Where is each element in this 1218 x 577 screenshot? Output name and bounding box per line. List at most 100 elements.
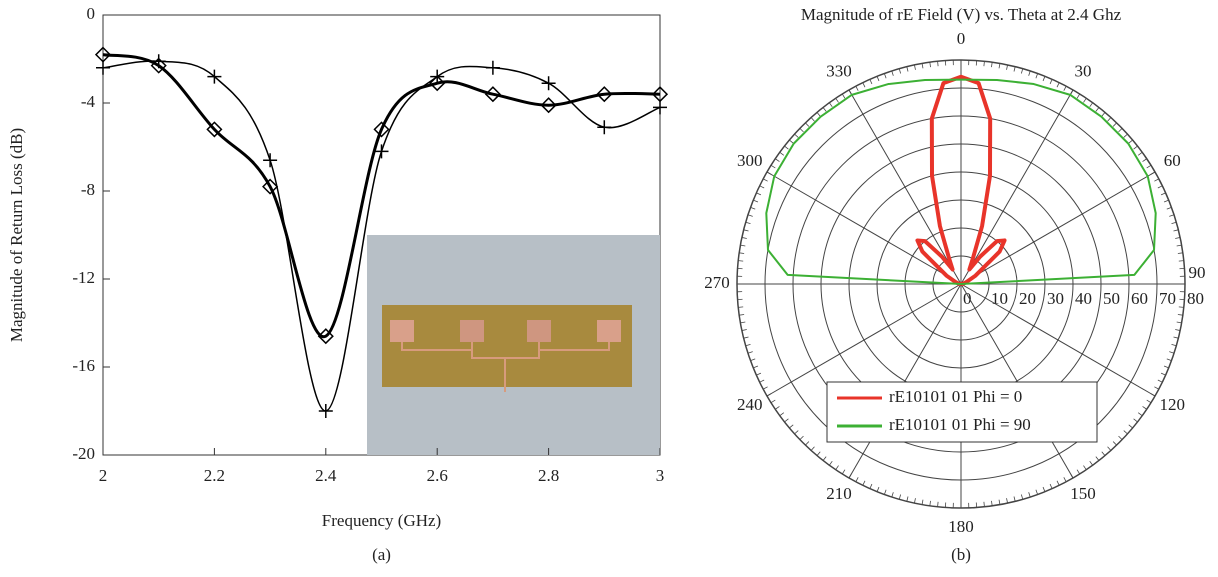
r-tick-label: 0 (963, 289, 972, 308)
theta-tick-label: 330 (826, 62, 852, 81)
theta-tick-label: 0 (957, 29, 966, 48)
marker (653, 100, 667, 114)
inset-photo (367, 235, 660, 455)
minor-tick (753, 366, 758, 368)
minor-tick (1151, 394, 1155, 397)
minor-tick (1090, 103, 1093, 107)
minor-tick (863, 83, 865, 87)
theta-tick-label: 120 (1160, 395, 1186, 414)
r-tick-label: 50 (1103, 289, 1120, 308)
minor-tick (1158, 380, 1162, 382)
minor-tick (767, 172, 771, 175)
minor-tick (1147, 165, 1151, 168)
minor-tick (877, 76, 879, 81)
minor-tick (1014, 67, 1015, 72)
minor-tick (751, 207, 756, 209)
minor-tick (742, 237, 747, 238)
minor-tick (1043, 487, 1045, 492)
theta-tick-label: 210 (826, 484, 852, 503)
minor-tick (811, 447, 814, 451)
minor-tick (1050, 484, 1052, 489)
minor-tick (795, 431, 799, 434)
minor-tick (1124, 134, 1128, 137)
minor-tick (817, 452, 820, 456)
minor-tick (892, 71, 894, 76)
minor-tick (739, 314, 744, 315)
minor-tick (800, 128, 804, 131)
minor-tick (775, 406, 779, 409)
minor-tick (823, 457, 826, 461)
minor-tick (805, 123, 808, 127)
minor-tick (999, 500, 1000, 505)
minor-tick (1050, 79, 1052, 84)
r-tick-label: 20 (1019, 289, 1036, 308)
r-tick-label: 30 (1047, 289, 1064, 308)
minor-tick (1179, 261, 1184, 262)
minor-tick (1164, 366, 1169, 368)
minor-tick (780, 152, 784, 155)
minor-tick (1177, 322, 1182, 323)
caption: (a) (372, 545, 391, 564)
legend-label: rE10101 01 Phi = 0 (889, 387, 1022, 406)
minor-tick (1007, 498, 1008, 503)
r-tick-label: 70 (1159, 289, 1176, 308)
minor-tick (1071, 474, 1074, 478)
x-tick-label: 2.4 (315, 466, 337, 485)
minor-tick (1036, 74, 1038, 79)
minor-tick (1096, 457, 1099, 461)
minor-tick (991, 501, 992, 506)
minor-tick (1134, 419, 1138, 422)
minor-tick (780, 413, 784, 416)
theta-tick-label: 30 (1075, 62, 1092, 81)
minor-tick (1119, 128, 1123, 131)
minor-tick (744, 230, 749, 231)
minor-tick (1029, 71, 1031, 76)
y-tick-label: -16 (72, 356, 95, 375)
minor-tick (829, 103, 832, 107)
grid-spoke (849, 90, 961, 284)
minor-tick (751, 359, 756, 361)
minor-tick (1021, 495, 1022, 500)
minor-tick (1014, 496, 1015, 501)
minor-tick (870, 484, 872, 489)
minor-tick (1134, 146, 1138, 149)
minor-tick (914, 498, 915, 503)
minor-tick (1124, 431, 1128, 434)
minor-tick (746, 222, 751, 223)
minor-tick (1154, 179, 1158, 181)
minor-tick (1169, 215, 1174, 217)
minor-tick (1096, 107, 1099, 111)
minor-tick (760, 380, 764, 382)
y-axis-label: Magnitude of Return Loss (dB) (7, 128, 26, 342)
r-tick-label: 10 (991, 289, 1008, 308)
minor-tick (756, 193, 761, 195)
minor-tick (760, 186, 764, 188)
minor-tick (823, 107, 826, 111)
minor-tick (1143, 159, 1147, 162)
minor-tick (863, 481, 865, 485)
minor-tick (907, 67, 908, 72)
minor-tick (1113, 123, 1116, 127)
minor-tick (907, 496, 908, 501)
x-tick-label: 3 (656, 466, 665, 485)
x-tick-label: 2 (99, 466, 108, 485)
minor-tick (1173, 230, 1178, 231)
minor-tick (817, 112, 820, 116)
marker (263, 153, 277, 167)
marker (96, 61, 110, 75)
minor-tick (744, 337, 749, 338)
marker (486, 61, 500, 75)
minor-tick (789, 425, 793, 428)
grid-spoke (767, 284, 961, 396)
minor-tick (775, 159, 779, 162)
minor-tick (930, 501, 931, 506)
grid-spoke (961, 172, 1155, 284)
minor-tick (1007, 65, 1008, 70)
minor-tick (930, 62, 931, 67)
grid-spoke (961, 90, 1073, 284)
minor-tick (1043, 76, 1045, 81)
minor-tick (842, 94, 845, 98)
minor-tick (1077, 94, 1080, 98)
minor-tick (1138, 152, 1142, 155)
grid-spoke (849, 284, 961, 478)
